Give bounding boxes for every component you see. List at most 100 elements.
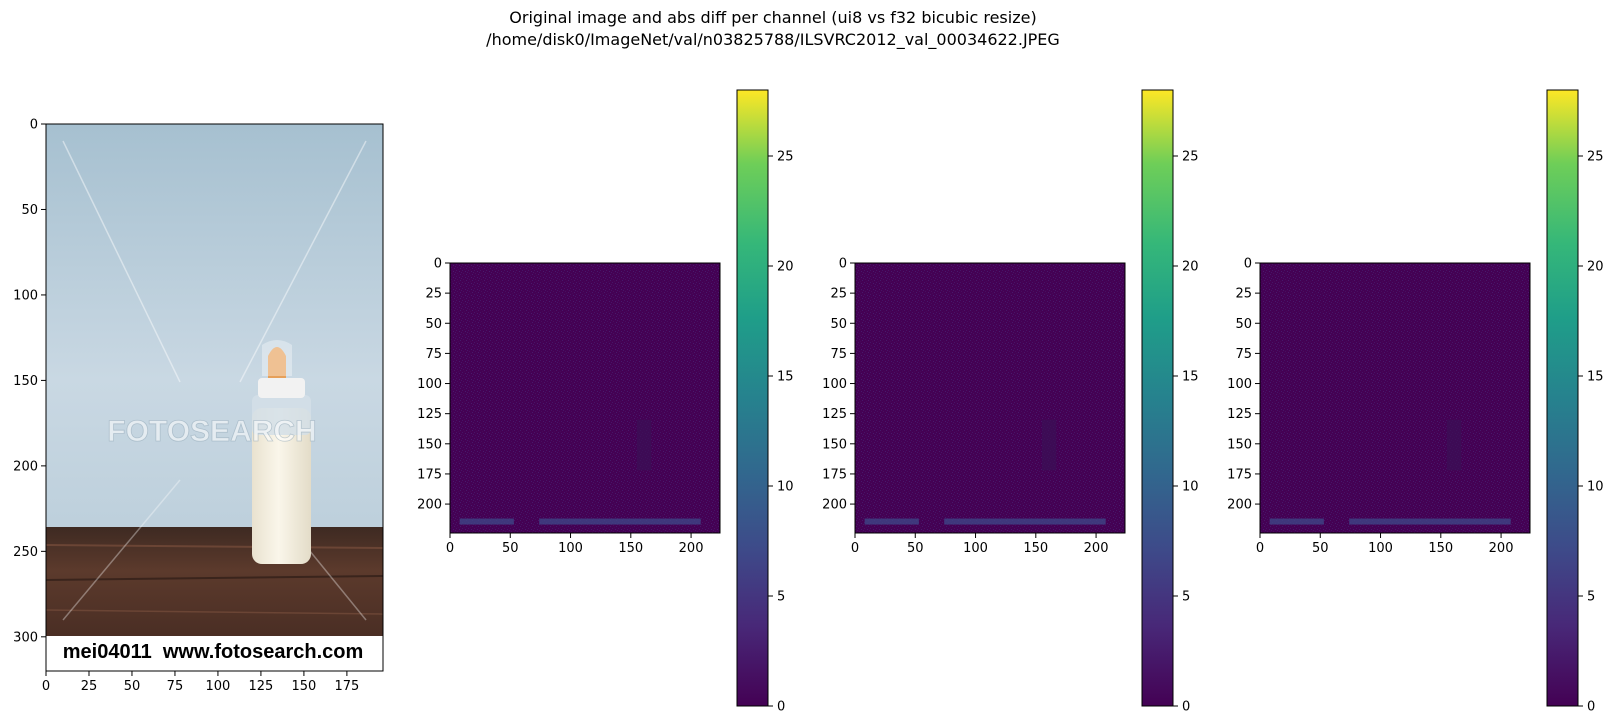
diff-y-tick-label: 75 — [1235, 347, 1252, 362]
diff-x-tick-label: 0 — [446, 541, 454, 556]
diff-y-tick-label: 150 — [822, 437, 847, 452]
diff-y-tick-label: 0 — [1244, 257, 1252, 272]
diff-y-tick-label: 125 — [1227, 407, 1252, 422]
original-x-tick-label: 25 — [81, 679, 98, 694]
diff-y-tick-label: 0 — [839, 257, 847, 272]
diff-bottle-structure — [1041, 419, 1057, 471]
colorbar-tick-label: 25 — [1587, 150, 1604, 165]
diff-y-tick-label: 175 — [417, 467, 442, 482]
diff-x-tick-label: 150 — [1428, 541, 1453, 556]
colorbar-tick-label: 20 — [1587, 260, 1604, 275]
original-y-tick-label: 0 — [30, 118, 38, 133]
diff-bottle-structure — [1446, 419, 1462, 471]
original-x-tick-label: 100 — [206, 679, 231, 694]
diff-caption-band-right — [1349, 518, 1511, 525]
diff-y-tick-label: 200 — [1227, 498, 1252, 513]
original-image-panel: FOTOSEARCH mei04011 www.fotosearch.com 0… — [13, 118, 384, 694]
diff-x-tick-label: 100 — [558, 541, 583, 556]
diff-x-tick-label: 50 — [907, 541, 924, 556]
watermark-text: FOTOSEARCH — [107, 415, 316, 448]
colorbar-tick-label: 5 — [777, 590, 785, 605]
colorbar — [1546, 89, 1579, 707]
diff-y-tick-label: 100 — [417, 377, 442, 392]
diff-y-tick-label: 175 — [822, 467, 847, 482]
original-y-ticks: 0 50 100 150 200 250 300 — [13, 118, 46, 645]
original-x-tick-label: 75 — [167, 679, 184, 694]
diff-y-tick-label: 50 — [1235, 317, 1252, 332]
diff-x-tick-label: 200 — [679, 541, 704, 556]
diff-x-tick-label: 100 — [963, 541, 988, 556]
diff-x-tick-label: 50 — [502, 541, 519, 556]
colorbar-tick-label: 20 — [777, 260, 794, 275]
original-x-tick-label: 0 — [42, 679, 50, 694]
diff-y-tick-label: 50 — [830, 317, 847, 332]
diff-y-tick-label: 25 — [830, 287, 847, 302]
diff-y-tick-label: 125 — [822, 407, 847, 422]
colorbar-tick-label: 5 — [1182, 590, 1190, 605]
original-y-tick-label: 50 — [21, 203, 38, 218]
diff-axes-frame — [449, 262, 721, 534]
diff-y-tick-label: 25 — [425, 287, 442, 302]
diff-y-tick-label: 75 — [425, 347, 442, 362]
original-x-ticks: 0 25 50 75 100 125 150 175 — [42, 671, 359, 694]
diff-y-tick-label: 50 — [425, 317, 442, 332]
diff-x-tick-label: 0 — [1256, 541, 1264, 556]
diff-heatmap-image — [1260, 263, 1530, 533]
original-y-tick-label: 250 — [13, 545, 38, 560]
colorbar-tick-label: 20 — [1182, 260, 1199, 275]
original-y-tick-label: 100 — [13, 288, 38, 303]
colorbar-tick-label: 25 — [777, 150, 794, 165]
colorbar-tick-label: 0 — [1182, 700, 1190, 715]
diff-x-tick-label: 200 — [1489, 541, 1514, 556]
diff-x-tick-label: 50 — [1312, 541, 1329, 556]
diff-axes-frame — [854, 262, 1126, 534]
diff-caption-band-left — [1269, 518, 1324, 525]
diff-caption-band-right — [539, 518, 701, 525]
figure-title-line-2: /home/disk0/ImageNet/val/n03825788/ILSVR… — [486, 30, 1060, 50]
diff-y-tick-label: 100 — [822, 377, 847, 392]
colorbar-tick-label: 10 — [1182, 480, 1199, 495]
diff-x-tick-label: 100 — [1368, 541, 1393, 556]
diff-y-tick-label: 175 — [1227, 467, 1252, 482]
diff-caption-band-right — [944, 518, 1106, 525]
colorbar-tick-label: 10 — [1587, 480, 1604, 495]
diff-y-tick-label: 200 — [822, 498, 847, 513]
colorbar-tick-label: 15 — [1182, 370, 1199, 385]
figure-title-line-1: Original image and abs diff per channel … — [509, 8, 1036, 27]
original-x-tick-label: 150 — [291, 679, 316, 694]
original-x-tick-label: 175 — [334, 679, 359, 694]
diff-x-tick-label: 150 — [618, 541, 643, 556]
diff-y-tick-label: 200 — [417, 498, 442, 513]
colorbar-tick-label: 0 — [777, 700, 785, 715]
original-y-tick-label: 150 — [13, 374, 38, 389]
colorbar-tick-label: 0 — [1587, 700, 1595, 715]
colorbar-tick-label: 25 — [1182, 150, 1199, 165]
diff-panel-channel-3: 0 50 100 150 200 0 25 50 75 100 125 150 175 200 0 5 10 15… — [1227, 89, 1604, 715]
diff-caption-band-left — [864, 518, 919, 525]
diff-y-tick-label: 0 — [434, 257, 442, 272]
colorbar-tick-label: 5 — [1587, 590, 1595, 605]
diff-y-tick-label: 150 — [417, 437, 442, 452]
original-photo: FOTOSEARCH mei04011 www.fotosearch.com — [45, 124, 384, 671]
diff-panel-channel-1: 0 50 100 150 200 0 25 50 75 100 125 150 175 200 0 5 10 15… — [417, 89, 794, 715]
original-y-tick-label: 200 — [13, 459, 38, 474]
original-x-tick-label: 50 — [124, 679, 141, 694]
diff-y-tick-label: 25 — [1235, 287, 1252, 302]
colorbar-tick-label: 15 — [777, 370, 794, 385]
diff-y-tick-label: 75 — [830, 347, 847, 362]
colorbar — [736, 89, 769, 707]
diff-heatmap-image — [450, 263, 720, 533]
diff-x-tick-label: 150 — [1023, 541, 1048, 556]
original-x-tick-label: 125 — [249, 679, 274, 694]
diff-x-tick-label: 200 — [1084, 541, 1109, 556]
diff-x-tick-label: 0 — [851, 541, 859, 556]
diff-bottle-structure — [636, 419, 652, 471]
diff-caption-band-left — [459, 518, 514, 525]
original-axes-frame — [45, 123, 384, 672]
colorbar — [1141, 89, 1174, 707]
diff-axes-frame — [1259, 262, 1531, 534]
diff-heatmap-image — [855, 263, 1125, 533]
diff-y-tick-label: 100 — [1227, 377, 1252, 392]
image-caption-text: mei04011 www.fotosearch.com — [63, 641, 364, 663]
